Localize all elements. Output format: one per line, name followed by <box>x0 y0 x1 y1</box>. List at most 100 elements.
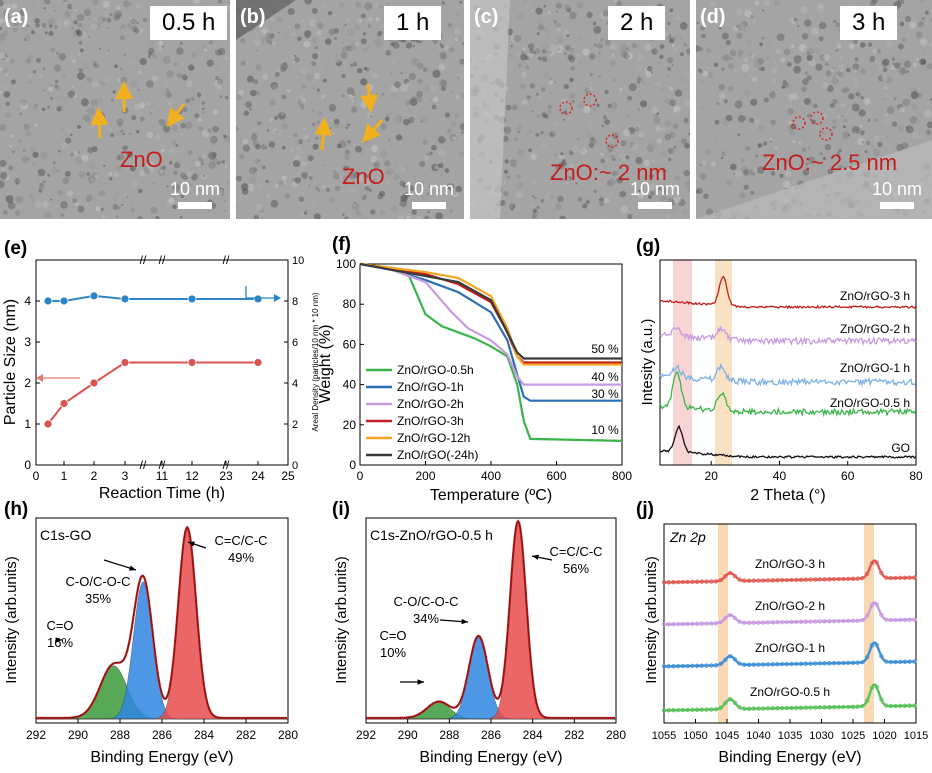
tem-grain <box>445 38 453 46</box>
tem-grain <box>351 106 358 113</box>
tem-grain <box>573 199 576 202</box>
curve-label: ZnO/rGO-2 h <box>755 599 825 613</box>
tem-grain <box>604 56 608 60</box>
tem-grain <box>375 17 380 22</box>
tem-grain <box>63 20 71 28</box>
tem-grain <box>785 154 791 160</box>
tem-grain <box>264 214 268 217</box>
tem-grain <box>801 62 808 69</box>
tem-grain <box>212 125 219 133</box>
tem-grain <box>441 0 446 5</box>
y-axis-title: Intensity (arb.units) <box>3 556 20 684</box>
data-point <box>120 358 130 367</box>
tem-grain <box>671 43 675 47</box>
tem-grain <box>256 203 264 211</box>
tem-grain <box>622 108 625 111</box>
tem-grain <box>459 0 463 4</box>
tem-grain <box>179 172 186 179</box>
tem-panel-d: (d) 3 h ZnO:~ 2.5 nm 10 nm <box>696 0 932 219</box>
tem-grain <box>311 37 317 43</box>
tem-grain <box>672 124 676 128</box>
tem-grain <box>332 169 337 174</box>
tem-grain <box>506 175 511 180</box>
tem-grain <box>26 46 33 53</box>
tem-grain <box>257 121 262 126</box>
tem-grain <box>316 88 320 92</box>
tem-grain <box>0 89 3 94</box>
tem-grain <box>71 3 77 9</box>
tem-grain <box>440 44 444 48</box>
tem-grain <box>779 173 784 178</box>
tem-grain <box>1 166 6 172</box>
tem-grain <box>142 182 145 185</box>
tem-grain <box>367 16 373 22</box>
tem-grain <box>846 67 851 73</box>
tem-grain <box>770 148 778 156</box>
tem-grain <box>529 48 535 54</box>
tem-grain <box>131 115 137 121</box>
tem-grain <box>48 86 53 92</box>
tem-grain <box>393 173 400 181</box>
tem-grain <box>186 80 193 88</box>
tem-grain <box>3 91 11 98</box>
tem-grain <box>669 8 674 13</box>
tem-grain <box>513 34 522 42</box>
tem-grain <box>281 145 286 150</box>
y2-tick-label: 10 <box>292 255 304 267</box>
tem-grain <box>348 186 356 194</box>
tem-grain <box>79 120 87 128</box>
tem-grain <box>80 154 89 162</box>
tem-grain <box>610 154 615 159</box>
tem-grain <box>361 50 366 55</box>
tem-grain <box>528 202 535 209</box>
tem-grain <box>515 191 524 199</box>
tem-grain <box>21 156 29 164</box>
x-tick-label: 288 <box>110 728 130 742</box>
tem-grain <box>619 87 623 92</box>
tem-grain <box>50 47 56 52</box>
x-tick-label: 288 <box>439 728 459 742</box>
tem-grain <box>208 151 217 160</box>
axis-break: // <box>223 253 230 267</box>
tem-grain <box>740 23 747 29</box>
tem-grain <box>673 47 678 53</box>
tem-grain <box>332 88 336 93</box>
y-tick-label: 80 <box>343 297 357 311</box>
y2-tick-label: 4 <box>292 378 298 390</box>
tem-grain <box>785 170 792 177</box>
tem-grain <box>711 161 716 167</box>
legend-label: ZnO/rGO-2h <box>397 397 464 411</box>
tem-grain <box>582 48 590 56</box>
tem-grain <box>5 195 14 204</box>
tem-grain <box>598 200 605 207</box>
tem-grain <box>86 76 93 83</box>
tem-grain <box>30 35 33 37</box>
tem-grain <box>757 166 765 174</box>
tem-grain <box>823 54 830 61</box>
tem-grain <box>295 145 302 152</box>
tem-grain <box>39 26 42 29</box>
tem-grain <box>217 47 226 56</box>
tem-grain <box>18 87 22 90</box>
tem-grain <box>344 23 347 27</box>
tem-grain <box>400 84 408 93</box>
tem-grain <box>223 134 227 139</box>
tem-grain <box>771 78 777 84</box>
tem-grain <box>507 52 513 59</box>
tem-grain <box>537 17 545 26</box>
tem-grain <box>628 98 632 102</box>
tem-grain <box>878 64 883 70</box>
tem-grain <box>54 84 59 89</box>
tem-grain <box>873 118 878 122</box>
tem-grain <box>139 72 142 76</box>
tem-grain <box>616 0 623 7</box>
curve-label: ZnO/rGO-1 h <box>755 641 825 655</box>
x-tick-label: 1020 <box>872 730 896 742</box>
tem-grain <box>249 166 257 175</box>
tem-grain <box>354 42 359 47</box>
tem-grain <box>312 53 319 60</box>
tem-grain <box>236 175 242 182</box>
tem-grain <box>334 37 337 40</box>
tem-grain <box>282 33 290 41</box>
tem-grain <box>910 91 919 100</box>
